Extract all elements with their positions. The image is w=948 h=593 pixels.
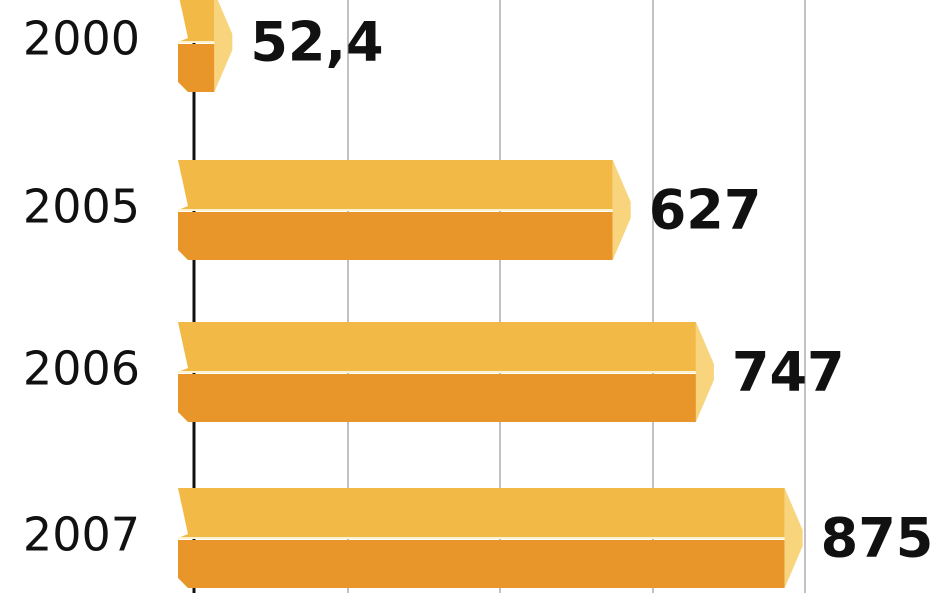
bar-lower bbox=[178, 374, 696, 422]
value-label: 747 bbox=[732, 341, 845, 404]
bar-tip bbox=[695, 322, 714, 422]
bar-upper bbox=[178, 322, 696, 372]
value-label: 875 bbox=[821, 507, 934, 570]
bar-upper bbox=[178, 160, 613, 210]
value-label: 52,4 bbox=[250, 11, 383, 74]
category-label: 2000 bbox=[23, 12, 140, 66]
bar-tip bbox=[784, 488, 803, 588]
bar-tip bbox=[612, 160, 631, 260]
bar-upper bbox=[178, 0, 215, 42]
category-label: 2006 bbox=[23, 342, 140, 396]
bar-lower bbox=[178, 540, 785, 588]
category-label: 2005 bbox=[23, 180, 140, 234]
bar-lower bbox=[178, 212, 613, 260]
category-label: 2007 bbox=[23, 508, 140, 562]
value-label: 627 bbox=[649, 179, 762, 242]
bar-tip bbox=[214, 0, 233, 92]
bar-upper bbox=[178, 488, 785, 538]
bar-lower bbox=[178, 44, 215, 92]
